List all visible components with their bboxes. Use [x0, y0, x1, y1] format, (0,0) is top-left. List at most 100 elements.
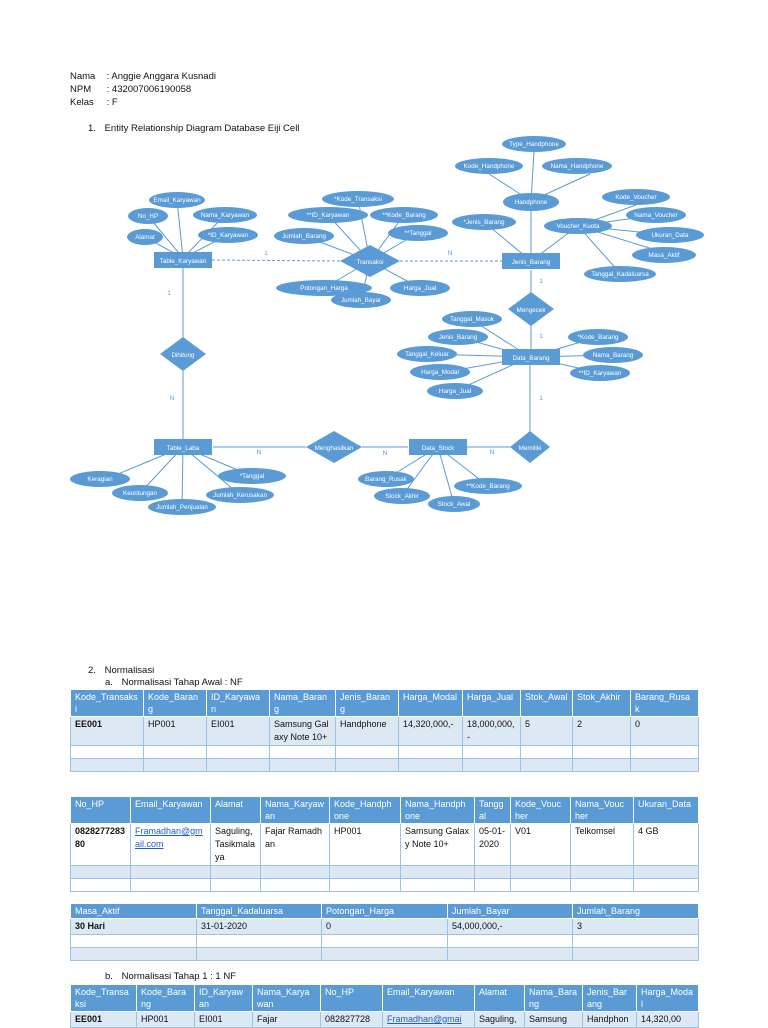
attribute-label: *ID_Karyawan [208, 232, 249, 239]
column-header: No_HP [70, 796, 131, 824]
attribute-label: No_HP [138, 213, 158, 220]
attribute-label: *Jenis_Barang [464, 219, 505, 226]
attribute-label: Potongan_Harga [300, 285, 348, 292]
column-header: Nama_Karyawan [260, 796, 330, 824]
er-diagram: Table_Karyawan Jenis_Barang Data_Barang … [70, 136, 704, 515]
column-header: Kode_Voucher [510, 796, 571, 824]
email-link-text[interactable]: Framadhan@gmai [387, 1014, 462, 1024]
email-link[interactable]: Framadhan@gmail.com [130, 823, 211, 866]
table-cell: Samsung [524, 1011, 583, 1028]
subsection-b-title: Normalisasi Tahap 1 : 1 NF [121, 971, 236, 982]
table-1nf: Kode_Transaksi Kode_Barang ID_Karyawan N… [70, 984, 699, 1028]
cardinality-label: 1 [264, 250, 268, 257]
column-header: Nama_Barang [269, 689, 336, 717]
entity-data-stock [409, 439, 467, 455]
section-2-title: Normalisasi [104, 665, 155, 676]
table-row-empty [70, 758, 699, 772]
section-2-heading: 2. Normalisasi [88, 665, 154, 676]
npm-value: : 432007006190058 [106, 84, 192, 95]
column-header: Nama_Barang [524, 984, 583, 1012]
column-header: ID_Karyawan [206, 689, 270, 717]
column-header: Harga_Modal [636, 984, 699, 1012]
entity-jenis-barang [502, 253, 560, 269]
column-header: Alamat [210, 796, 261, 824]
relation-dihitung [160, 337, 206, 371]
cardinality-label: N [170, 395, 175, 402]
er-cardinalities: 1 N 1 1 1 N N N 1 N [167, 250, 543, 457]
attribute-label: **Kode_Barang [382, 212, 426, 219]
table-cell: Saguling, [474, 1011, 525, 1028]
relation-transaksi [340, 245, 400, 277]
column-header: Harga_Jual [462, 689, 521, 717]
cardinality-label: 1 [539, 395, 543, 402]
table-cell: Samsung Galaxy Note 10+ [400, 823, 475, 866]
entity-table-karyawan [154, 252, 212, 268]
table-nf-part2: No_HP Email_Karyawan Alamat Nama_Karyawa… [70, 796, 699, 892]
column-header: Tanggal [474, 796, 511, 824]
subsection-b-heading: b. Normalisasi Tahap 1 : 1 NF [105, 971, 236, 982]
relation-memiliki [510, 431, 550, 463]
table-cell: 31-01-2020 [196, 918, 322, 935]
table-cell: 3 [572, 918, 699, 935]
table-row: 082827728380 Framadhan@gmail.com Sagulin… [70, 823, 699, 866]
email-link[interactable]: Framadhan@gmai [382, 1011, 475, 1028]
table-cell: 082827728 [320, 1011, 383, 1028]
table-row-empty [70, 934, 699, 948]
table-nf-part3: Masa_Aktif Tanggal_Kadaluarsa Potongan_H… [70, 903, 699, 961]
column-header: Barang_Rusak [630, 689, 699, 717]
table-cell: EE001 [70, 1011, 137, 1028]
attribute-label: Jumlah_Kerusakan [213, 492, 267, 499]
email-link-text[interactable]: Framadhan@gmail.com [135, 826, 203, 849]
table-row-empty [70, 865, 699, 879]
relation-menghasilkan [306, 431, 362, 463]
relation-mengecek [508, 292, 554, 326]
attribute-label: *Kode_Transaksi [334, 196, 382, 203]
attribute-label: Stock_Awal [438, 501, 471, 508]
attribute-label: Tanggal_Keluar [405, 351, 449, 358]
column-header: Nama_Karyawan [252, 984, 321, 1012]
attribute-label: Email_Karyawan [153, 197, 201, 204]
attribute-label: Tanggal_Masuk [450, 316, 495, 323]
column-header: Masa_Aktif [70, 903, 197, 919]
column-header: Email_Karyawan [382, 984, 475, 1012]
attribute-label: Barang_Rusak [365, 476, 408, 483]
attribute-label: Keuntungan [123, 490, 157, 497]
relation-label: Mengecek [516, 307, 546, 314]
relation-label: Memiliki [519, 445, 542, 452]
table-cell: 05-01-2020 [474, 823, 511, 866]
column-header: No_HP [320, 984, 383, 1012]
table-cell: EI001 [206, 716, 270, 746]
table-cell: EE001 [70, 716, 144, 746]
table-cell: 4 GB [633, 823, 699, 866]
relation-label: Menghasilkan [315, 445, 354, 452]
table-cell: EI001 [194, 1011, 253, 1028]
section-1-heading: 1. Entity Relationship Diagram Database … [88, 123, 299, 134]
attribute-label: Stock_Akhir [385, 493, 419, 500]
attribute-label: Alamat [135, 234, 155, 241]
entity-label: Table_Laba [167, 445, 200, 452]
table-cell: 18,000,000,- [462, 716, 521, 746]
cardinality-label: N [448, 250, 453, 257]
table-nf-part1: Kode_Transaksi Kode_Barang ID_Karyawan N… [70, 689, 699, 772]
column-header: Kode_Barang [143, 689, 207, 717]
attribute-label: Nama_Karyawan [201, 212, 250, 219]
table-cell: 082827728380 [70, 823, 131, 866]
table-cell: Handphon [582, 1011, 637, 1028]
column-header: Kode_Transaksi [70, 689, 144, 717]
table-cell: Handphone [335, 716, 399, 746]
table-cell: Telkomsel [570, 823, 634, 866]
column-header: Tanggal_Kadaluarsa [196, 903, 322, 919]
table-header-row: Kode_Transaksi Kode_Barang ID_Karyawan N… [70, 984, 699, 1012]
attribute-label: Handphone [515, 199, 548, 206]
table-header-row: Masa_Aktif Tanggal_Kadaluarsa Potongan_H… [70, 903, 699, 919]
attribute-label: Nama_Barang [593, 352, 634, 359]
attribute-label: **ID_Karyawan [307, 212, 350, 219]
cardinality-label: N [490, 449, 495, 456]
table-cell: 5 [520, 716, 573, 746]
student-name-line: Nama : Anggie Anggara Kusnadi [70, 70, 216, 83]
table-row: EE001 HP001 EI001 Samsung Galaxy Note 10… [70, 716, 699, 746]
attribute-label: Jumlah_Bayar [341, 297, 381, 304]
attribute-label: Harga_Modal [421, 369, 459, 376]
cardinality-label: 1 [167, 290, 171, 297]
table-cell: 14,320,000,- [398, 716, 463, 746]
